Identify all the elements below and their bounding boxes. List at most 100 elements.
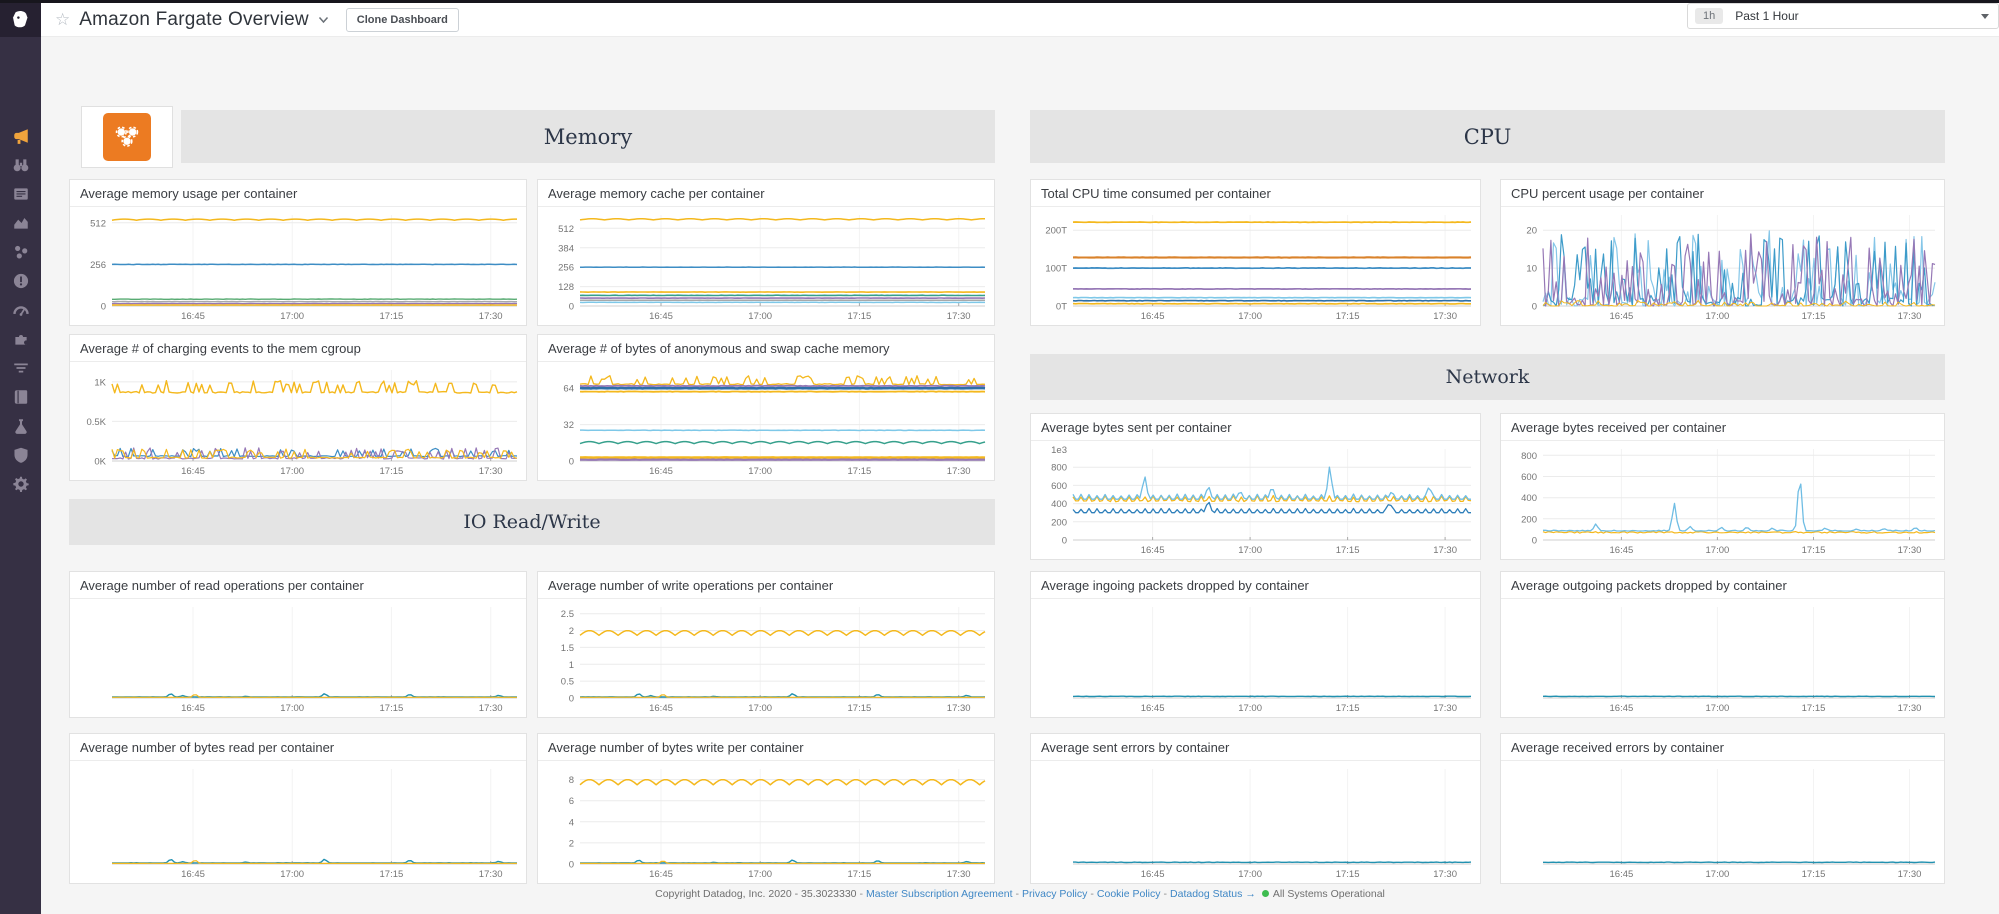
svg-text:4: 4 xyxy=(569,817,574,828)
sidebar-item-apm-icon[interactable] xyxy=(12,301,30,319)
favorite-star-icon[interactable]: ☆ xyxy=(55,11,70,28)
svg-text:17:30: 17:30 xyxy=(947,703,971,714)
svg-text:17:00: 17:00 xyxy=(280,703,304,714)
footer-link[interactable]: Privacy Policy xyxy=(1022,888,1087,900)
svg-text:2.5: 2.5 xyxy=(561,609,574,620)
chart-bytes-received[interactable]: 800600400200016:4517:0017:1517:30 xyxy=(1501,441,1944,559)
chart-panel-outgoing-packets-dropped: Average outgoing packets dropped by cont… xyxy=(1500,571,1945,718)
sidebar-item-logs-icon[interactable] xyxy=(12,359,30,377)
svg-text:200: 200 xyxy=(1521,514,1537,525)
svg-text:17:30: 17:30 xyxy=(479,703,503,714)
chart-write-ops[interactable]: 2.521.510.5016:4517:0017:1517:30 xyxy=(538,599,994,717)
svg-text:16:45: 16:45 xyxy=(1141,545,1165,556)
chart-bytes-read[interactable]: 16:4517:0017:1517:30 xyxy=(70,761,526,883)
svg-text:512: 512 xyxy=(558,224,574,235)
svg-text:17:00: 17:00 xyxy=(748,311,772,322)
time-range-label: Past 1 Hour xyxy=(1735,9,1798,23)
svg-text:1: 1 xyxy=(569,660,574,671)
left-nav-sidebar xyxy=(0,0,41,914)
sidebar-item-notebooks-icon[interactable] xyxy=(12,388,30,406)
datadog-logo[interactable] xyxy=(0,0,41,37)
svg-text:17:30: 17:30 xyxy=(1898,545,1922,556)
dashboard-header: ☆ Amazon Fargate Overview Clone Dashboar… xyxy=(41,3,1999,37)
chart-panel-bytes-received: Average bytes received per container8006… xyxy=(1500,413,1945,560)
svg-text:17:30: 17:30 xyxy=(1433,311,1457,322)
sidebar-item-integrations-icon[interactable] xyxy=(12,330,30,348)
chart-panel-bytes-sent: Average bytes sent per container80060040… xyxy=(1030,413,1481,560)
dashboard-canvas: Memory CPU Network IO Read/Write Average… xyxy=(0,0,1999,914)
status-green-dot-icon xyxy=(1262,890,1269,897)
sidebar-item-events-icon[interactable] xyxy=(12,127,30,145)
chart-title: Average sent errors by container xyxy=(1031,734,1480,761)
sidebar-item-infrastructure-icon[interactable] xyxy=(12,243,30,261)
sidebar-item-dashboards-icon[interactable] xyxy=(12,185,30,203)
svg-text:17:15: 17:15 xyxy=(1336,869,1360,880)
chart-cpu-percent[interactable]: 2010016:4517:0017:1517:30 xyxy=(1501,207,1944,325)
svg-text:0: 0 xyxy=(569,694,574,705)
footer-link[interactable]: Cookie Policy xyxy=(1097,888,1161,900)
chart-memory-cache[interactable]: 512384256128016:4517:0017:1517:30 xyxy=(538,207,994,325)
chart-title: Average number of write operations per c… xyxy=(538,572,994,599)
svg-text:600: 600 xyxy=(1521,472,1537,483)
clone-dashboard-button[interactable]: Clone Dashboard xyxy=(346,8,459,32)
title-chevron-down-icon[interactable] xyxy=(318,16,329,24)
svg-text:1.5: 1.5 xyxy=(561,643,574,654)
chart-outgoing-packets-dropped[interactable]: 16:4517:0017:1517:30 xyxy=(1501,599,1944,717)
svg-text:17:15: 17:15 xyxy=(848,311,872,322)
chart-panel-received-errors: Average received errors by container16:4… xyxy=(1500,733,1945,884)
svg-text:16:45: 16:45 xyxy=(181,311,205,322)
sidebar-item-synthetics-icon[interactable] xyxy=(12,417,30,435)
chart-panel-mem-charging-events: Average # of charging events to the mem … xyxy=(69,334,527,481)
svg-text:16:45: 16:45 xyxy=(1610,869,1634,880)
chart-mem-charging-events[interactable]: 1K0.5K0K16:4517:0017:1517:30 xyxy=(70,362,526,480)
svg-text:17:15: 17:15 xyxy=(1802,703,1826,714)
svg-text:17:15: 17:15 xyxy=(848,703,872,714)
sidebar-item-security-icon[interactable] xyxy=(12,446,30,464)
chart-cpu-time[interactable]: 200T100T0T16:4517:0017:1517:30 xyxy=(1031,207,1480,325)
chart-ingoing-packets-dropped[interactable]: 16:4517:0017:1517:30 xyxy=(1031,599,1480,717)
chart-title: Average # of bytes of anonymous and swap… xyxy=(538,335,994,362)
chart-panel-anon-swap-cache: Average # of bytes of anonymous and swap… xyxy=(537,334,995,481)
sidebar-item-monitors-icon[interactable] xyxy=(12,272,30,290)
svg-text:17:15: 17:15 xyxy=(380,466,404,477)
sidebar-item-metrics-icon[interactable] xyxy=(12,214,30,232)
svg-text:0: 0 xyxy=(569,860,574,871)
svg-text:16:45: 16:45 xyxy=(181,703,205,714)
svg-text:17:00: 17:00 xyxy=(280,869,304,880)
svg-text:1K: 1K xyxy=(94,377,106,388)
svg-text:100T: 100T xyxy=(1045,264,1067,275)
svg-text:128: 128 xyxy=(558,282,574,293)
chart-read-ops[interactable]: 16:4517:0017:1517:30 xyxy=(70,599,526,717)
svg-text:384: 384 xyxy=(558,243,574,254)
footer-separator: - xyxy=(1090,888,1094,900)
svg-text:16:45: 16:45 xyxy=(1610,545,1634,556)
chart-title: Average memory usage per container xyxy=(70,180,526,207)
chart-bytes-sent[interactable]: 80060040020001e316:4517:0017:1517:30 xyxy=(1031,441,1480,559)
svg-text:16:45: 16:45 xyxy=(649,466,673,477)
section-header-memory: Memory xyxy=(181,110,995,163)
svg-text:17:00: 17:00 xyxy=(280,466,304,477)
svg-text:2: 2 xyxy=(569,626,574,637)
footer-separator: - xyxy=(1164,888,1168,900)
chart-anon-swap-cache[interactable]: 6432016:4517:0017:1517:30 xyxy=(538,362,994,480)
chart-title: Average number of bytes write per contai… xyxy=(538,734,994,761)
svg-text:800: 800 xyxy=(1051,463,1067,474)
status-text: All Systems Operational xyxy=(1273,888,1385,900)
chart-panel-ingoing-packets-dropped: Average ingoing packets dropped by conta… xyxy=(1030,571,1481,718)
chart-bytes-write[interactable]: 8642016:4517:0017:1517:30 xyxy=(538,761,994,883)
sidebar-item-settings-icon[interactable] xyxy=(12,475,30,493)
sidebar-item-watchdog-icon[interactable] xyxy=(12,156,30,174)
svg-text:0: 0 xyxy=(569,457,574,468)
chart-memory-usage[interactable]: 512256016:4517:0017:1517:30 xyxy=(70,207,526,325)
svg-text:16:45: 16:45 xyxy=(1141,869,1165,880)
svg-text:400: 400 xyxy=(1051,499,1067,510)
footer-link[interactable]: Datadog Status → xyxy=(1170,888,1256,900)
chart-received-errors[interactable]: 16:4517:0017:1517:30 xyxy=(1501,761,1944,883)
chart-sent-errors[interactable]: 16:4517:0017:1517:30 xyxy=(1031,761,1480,883)
footer-link[interactable]: Master Subscription Agreement xyxy=(866,888,1013,900)
svg-text:17:15: 17:15 xyxy=(848,466,872,477)
time-range-selector[interactable]: 1h Past 1 Hour xyxy=(1687,3,1999,29)
svg-text:20: 20 xyxy=(1526,226,1537,237)
svg-text:600: 600 xyxy=(1051,481,1067,492)
svg-text:0: 0 xyxy=(1532,302,1537,313)
